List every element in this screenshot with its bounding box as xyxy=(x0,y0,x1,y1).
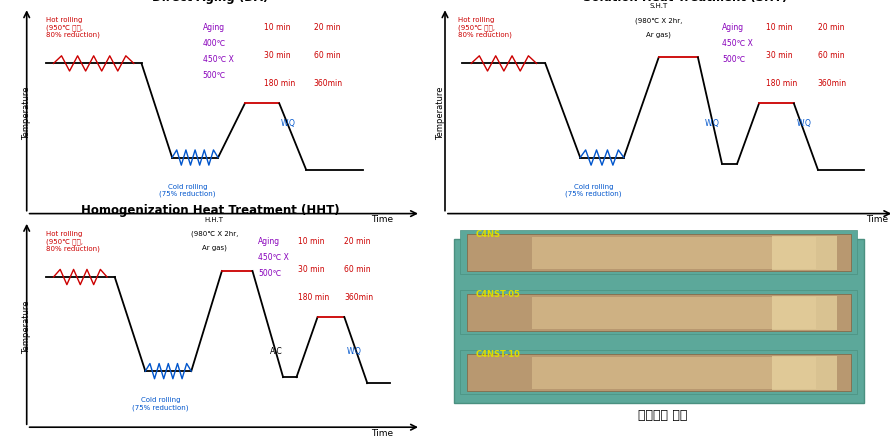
Text: Aging: Aging xyxy=(203,23,225,32)
Bar xyxy=(467,294,851,331)
Text: W.Q: W.Q xyxy=(346,347,361,356)
Text: Ar gas): Ar gas) xyxy=(202,245,227,251)
Text: 360min: 360min xyxy=(314,79,343,89)
Bar xyxy=(460,290,857,334)
Text: 10 min: 10 min xyxy=(298,237,325,246)
Bar xyxy=(460,230,857,274)
Text: 30 min: 30 min xyxy=(298,265,325,274)
Text: Aging: Aging xyxy=(722,23,744,32)
Text: Direct Aging (DA): Direct Aging (DA) xyxy=(152,0,269,4)
Bar xyxy=(460,350,857,394)
Text: 180 min: 180 min xyxy=(765,79,797,89)
Text: W.Q: W.Q xyxy=(281,119,296,128)
Text: Temperature: Temperature xyxy=(22,300,31,354)
Text: (980℃ X 2hr,: (980℃ X 2hr, xyxy=(190,231,238,238)
Text: 180 min: 180 min xyxy=(298,293,329,302)
Text: Time: Time xyxy=(866,215,888,224)
Text: Aging: Aging xyxy=(258,237,280,246)
Bar xyxy=(467,354,851,391)
Text: (980℃ X 2hr,: (980℃ X 2hr, xyxy=(635,17,683,24)
Text: 450℃ X: 450℃ X xyxy=(722,40,753,49)
Text: W.Q: W.Q xyxy=(797,119,812,128)
Text: Time: Time xyxy=(371,215,393,224)
Text: 400℃: 400℃ xyxy=(203,40,226,49)
Text: C4NST-10: C4NST-10 xyxy=(475,350,521,359)
Text: Temperature: Temperature xyxy=(22,87,31,140)
Bar xyxy=(773,236,837,270)
Text: Cold rolling
(75% reduction): Cold rolling (75% reduction) xyxy=(159,183,215,197)
Text: 450℃ X: 450℃ X xyxy=(203,55,233,65)
Text: C4NST-05: C4NST-05 xyxy=(475,290,521,299)
Bar xyxy=(532,237,816,269)
Text: Cold rolling
(75% reduction): Cold rolling (75% reduction) xyxy=(133,397,189,411)
Text: Ar gas): Ar gas) xyxy=(646,31,671,38)
Text: 500℃: 500℃ xyxy=(203,71,226,81)
Text: 20 min: 20 min xyxy=(344,237,371,246)
Text: 60 min: 60 min xyxy=(344,265,371,274)
Text: 180 min: 180 min xyxy=(264,79,295,89)
Text: A.C: A.C xyxy=(270,347,282,356)
Text: 20 min: 20 min xyxy=(314,23,340,32)
Text: Time: Time xyxy=(371,429,393,438)
Text: 500℃: 500℃ xyxy=(722,55,745,65)
Text: 30 min: 30 min xyxy=(264,52,291,61)
Text: 60 min: 60 min xyxy=(314,52,340,61)
Bar xyxy=(773,296,837,330)
Text: Hot rolling
(950℃ 이상,
80% reduction): Hot rolling (950℃ 이상, 80% reduction) xyxy=(458,17,512,38)
Text: Solution Heat Treatment (SHT): Solution Heat Treatment (SHT) xyxy=(583,0,787,4)
Text: 20 min: 20 min xyxy=(818,23,845,32)
Bar xyxy=(454,239,863,403)
Text: 10 min: 10 min xyxy=(765,23,792,32)
Text: 60 min: 60 min xyxy=(818,52,845,61)
Text: W.Q: W.Q xyxy=(705,119,719,128)
Text: 450℃ X: 450℃ X xyxy=(258,253,289,262)
Text: 냉간압연 판재: 냉간압연 판재 xyxy=(638,409,688,422)
Text: 10 min: 10 min xyxy=(264,23,290,32)
Text: H.H.T: H.H.T xyxy=(205,217,223,223)
Bar xyxy=(532,357,816,389)
Text: Homogenization Heat Treatment (HHT): Homogenization Heat Treatment (HHT) xyxy=(81,204,340,218)
Text: Cold rolling
(75% reduction): Cold rolling (75% reduction) xyxy=(565,183,621,197)
Bar xyxy=(532,297,816,329)
Text: C4NS: C4NS xyxy=(475,230,500,239)
Text: S.H.T: S.H.T xyxy=(650,3,668,9)
Text: 360min: 360min xyxy=(818,79,847,89)
Text: 500℃: 500℃ xyxy=(258,269,281,278)
Text: 360min: 360min xyxy=(344,293,374,302)
Text: Temperature: Temperature xyxy=(436,87,445,140)
Text: Hot rolling
(950℃ 이상,
80% reduction): Hot rolling (950℃ 이상, 80% reduction) xyxy=(46,17,100,38)
Text: 30 min: 30 min xyxy=(765,52,792,61)
Text: Hot rolling
(950℃ 이상,
80% reduction): Hot rolling (950℃ 이상, 80% reduction) xyxy=(46,231,100,252)
Bar xyxy=(467,234,851,271)
Bar xyxy=(773,356,837,390)
